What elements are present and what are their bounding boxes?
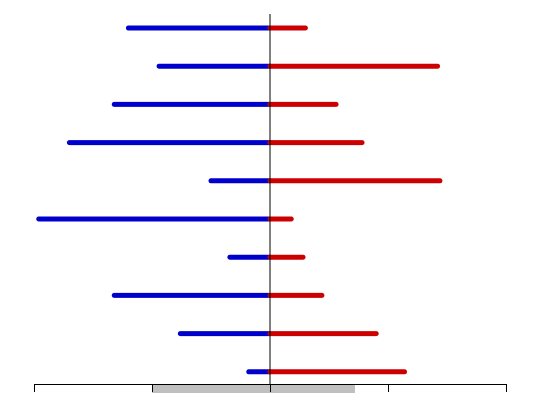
axis-highlight-band [152, 384, 355, 393]
